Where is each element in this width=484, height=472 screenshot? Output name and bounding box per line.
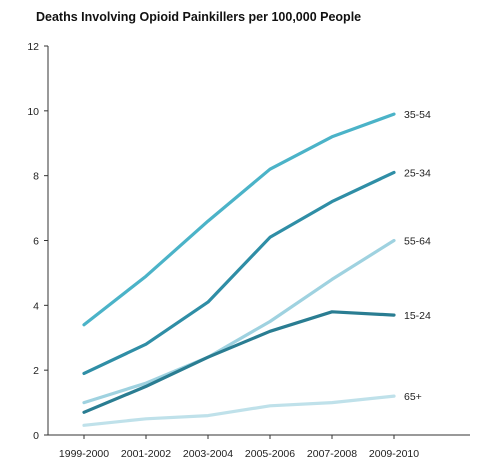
series-line-65+ <box>82 394 396 427</box>
x-tick-label: 2003-2004 <box>183 448 233 460</box>
series-label-15-24: 15-24 <box>404 310 431 322</box>
series-line-35-54 <box>82 112 396 327</box>
series-line-25-34 <box>82 170 396 375</box>
x-tick-label: 2009-2010 <box>369 448 419 460</box>
series-labels: 35-54 25-34 55-64 15-24 65+ <box>404 109 431 403</box>
x-tick-label: 2001-2002 <box>121 448 171 460</box>
series-line-15-24 <box>82 310 396 414</box>
x-tick-label: 1999-2000 <box>59 448 109 460</box>
x-tick-label: 2005-2006 <box>245 448 295 460</box>
y-tick-label: 2 <box>33 365 39 377</box>
y-tick-label: 6 <box>33 236 39 248</box>
series-line-55-64 <box>82 238 396 405</box>
series-label-25-34: 25-34 <box>404 167 431 179</box>
chart-title: Deaths Involving Opioid Painkillers per … <box>36 10 362 24</box>
y-tick-label: 4 <box>33 300 39 312</box>
y-tick-label: 10 <box>27 106 39 118</box>
x-axis-ticks: 1999-2000 2001-2002 2003-2004 2005-2006 2007… <box>59 435 419 460</box>
y-axis-ticks: 0 2 4 6 8 10 12 <box>27 41 48 442</box>
series-label-65+: 65+ <box>404 391 422 403</box>
y-tick-label: 8 <box>33 171 39 183</box>
series-label-55-64: 55-64 <box>404 236 431 248</box>
y-tick-label: 0 <box>33 430 39 442</box>
series-lines <box>82 112 396 427</box>
series-label-35-54: 35-54 <box>404 109 431 121</box>
x-tick-label: 2007-2008 <box>307 448 357 460</box>
y-tick-label: 12 <box>27 41 39 53</box>
